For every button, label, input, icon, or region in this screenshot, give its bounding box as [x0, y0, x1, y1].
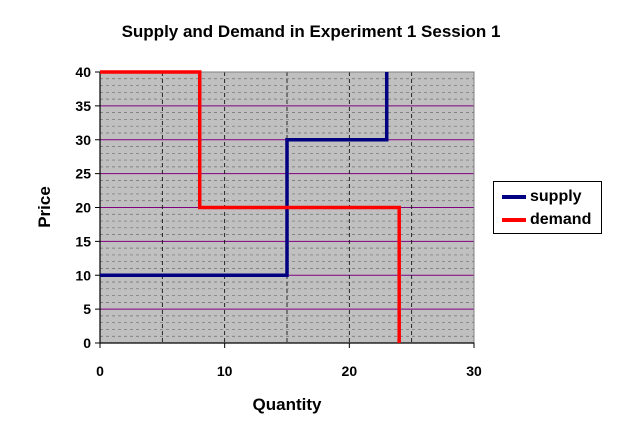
legend: supply demand — [493, 181, 602, 234]
y-axis-label: Price — [35, 186, 54, 228]
legend-item-demand: demand — [502, 210, 591, 230]
x-tick-label: 10 — [217, 363, 233, 379]
y-tick-label: 0 — [83, 335, 91, 351]
x-tick-label: 20 — [342, 363, 358, 379]
series-line-supply — [100, 72, 389, 277]
legend-swatch-demand — [502, 218, 526, 222]
x-tick-label: 30 — [466, 363, 482, 379]
legend-label-demand: demand — [530, 211, 592, 228]
series-line-demand — [100, 70, 401, 343]
x-axis-label: Quantity — [253, 395, 322, 414]
y-tick-label: 35 — [75, 98, 91, 114]
chart-title: Supply and Demand in Experiment 1 Sessio… — [121, 22, 501, 41]
y-tick-label: 10 — [75, 267, 91, 283]
y-tick-label: 30 — [75, 132, 91, 148]
legend-item-supply: supply — [502, 187, 582, 207]
y-tick-label: 15 — [75, 233, 91, 249]
y-tick-label: 40 — [75, 64, 91, 80]
x-tick-label: 0 — [96, 363, 104, 379]
legend-label-supply: supply — [530, 188, 582, 205]
y-tick-label: 20 — [75, 200, 91, 216]
plot-area: 0 5 10 15 20 25 30 35 40 0 10 20 30 — [75, 64, 482, 379]
y-tick-label: 5 — [83, 301, 91, 317]
legend-swatch-supply — [502, 195, 526, 199]
y-tick-label: 25 — [75, 166, 91, 182]
